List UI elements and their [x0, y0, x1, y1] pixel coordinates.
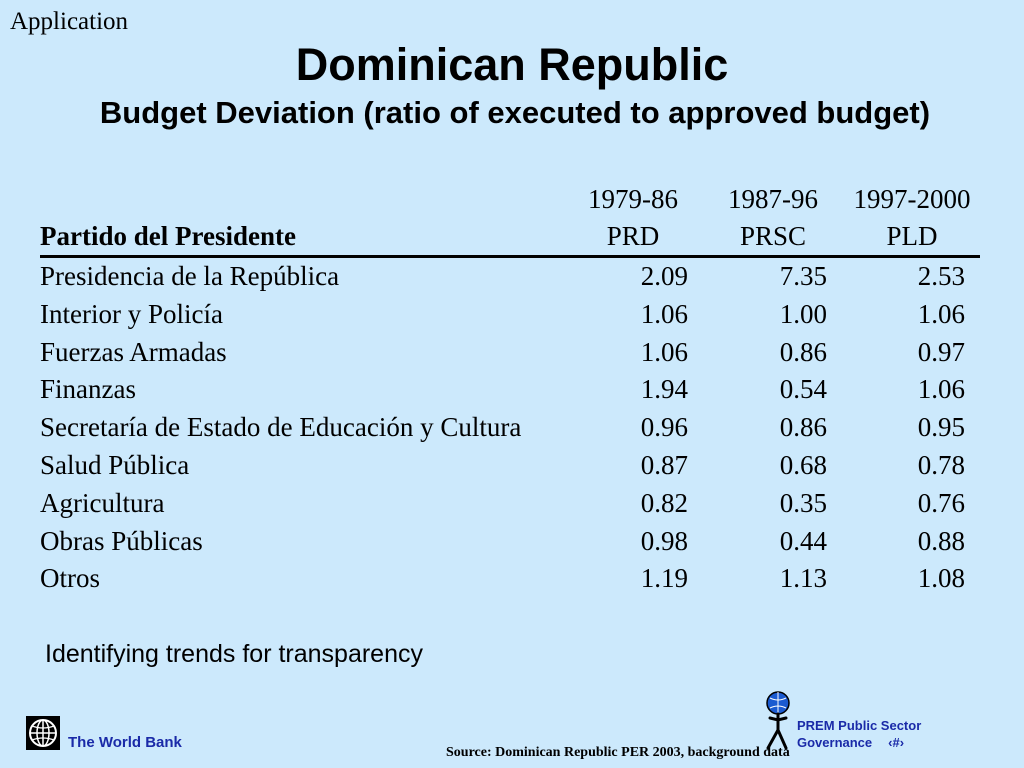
cell-value: 0.95: [917, 412, 965, 443]
table-row: Fuerzas Armadas 1.06 0.86 0.97: [40, 335, 980, 373]
row-label: Presidencia de la República: [40, 261, 340, 291]
cell-value: 0.96: [640, 412, 688, 443]
cell-value: 1.13: [779, 563, 827, 594]
row-label: Interior y Policía: [40, 298, 223, 329]
table-row: Agricultura 0.82 0.35 0.76: [40, 486, 980, 524]
cell-value: 1.06: [917, 374, 965, 405]
cell-value: 0.35: [779, 487, 827, 518]
cell-value: 2.53: [917, 261, 965, 291]
period-header-3: 1997-2000: [853, 184, 971, 214]
row-label: Finanzas: [40, 374, 136, 405]
org-name: The World Bank: [68, 734, 182, 751]
prem-governance-text: PREM Public Sector Governance ‹#›: [797, 717, 921, 751]
prem-line-1: PREM Public Sector: [797, 718, 922, 733]
cell-value: 0.78: [917, 449, 965, 480]
table-row: Finanzas 1.94 0.54 1.06: [40, 372, 980, 410]
table-row: Otros 1.19 1.13 1.08: [40, 561, 980, 599]
globe-icon: [26, 716, 60, 750]
row-label: Fuerzas Armadas: [40, 336, 227, 367]
cell-value: 1.06: [917, 298, 965, 329]
slide-caption: Identifying trends for transparency: [45, 640, 423, 668]
prem-line-2: Governance: [797, 735, 873, 750]
slide-title: Dominican Republic: [295, 39, 729, 90]
cell-value: 2.09: [640, 261, 688, 291]
row-label: Salud Pública: [40, 449, 190, 480]
table-body: Presidencia de la República 2.09 7.35 2.…: [40, 259, 980, 599]
prem-figure-icon: [762, 690, 794, 750]
cell-value: 0.87: [640, 449, 688, 480]
table-row: Salud Pública 0.87 0.68 0.78: [40, 448, 980, 486]
table-row: Interior y Policía 1.06 1.00 1.06: [40, 297, 980, 335]
slide-number: ‹#›: [888, 735, 905, 750]
party-header-1: PRD: [606, 221, 660, 251]
section-tag: Application: [10, 8, 129, 35]
cell-value: 1.00: [779, 298, 827, 329]
period-header-1: 1979-86: [588, 184, 678, 214]
cell-value: 0.44: [779, 525, 827, 556]
source-note: Source: Dominican Republic PER 2003, bac…: [446, 745, 790, 760]
slide-subtitle: Budget Deviation (ratio of executed to a…: [99, 95, 931, 130]
cell-value: 0.76: [917, 487, 965, 518]
party-header-3: PLD: [886, 221, 938, 251]
row-label: Obras Públicas: [40, 525, 203, 556]
cell-value: 0.98: [640, 525, 688, 556]
table-row: Presidencia de la República 2.09 7.35 2.…: [40, 259, 980, 297]
table-row: Secretaría de Estado de Educación y Cult…: [40, 410, 980, 448]
cell-value: 0.54: [779, 374, 827, 405]
cell-value: 0.82: [640, 487, 688, 518]
cell-value: 0.86: [779, 336, 827, 367]
cell-value: 1.19: [640, 563, 688, 594]
cell-value: 0.68: [779, 449, 827, 480]
cell-value: 1.06: [640, 298, 688, 329]
cell-value: 0.86: [779, 412, 827, 443]
table-row: Obras Públicas 0.98 0.44 0.88: [40, 524, 980, 562]
cell-value: 7.35: [779, 261, 827, 291]
period-header-2: 1987-96: [728, 184, 818, 214]
party-header-2: PRSC: [739, 221, 807, 251]
table-header: Partido del Presidente PRD PRSC PLD: [40, 221, 980, 258]
cell-value: 1.08: [917, 563, 965, 594]
row-label: Agricultura: [40, 487, 165, 518]
cell-value: 1.94: [640, 374, 688, 405]
row-label: Otros: [40, 563, 100, 594]
cell-value: 1.06: [640, 336, 688, 367]
row-header-label: Partido del Presidente: [40, 221, 296, 251]
cell-value: 0.97: [917, 336, 965, 367]
row-label: Secretaría de Estado de Educación y Cult…: [40, 412, 522, 443]
cell-value: 0.88: [917, 525, 965, 556]
